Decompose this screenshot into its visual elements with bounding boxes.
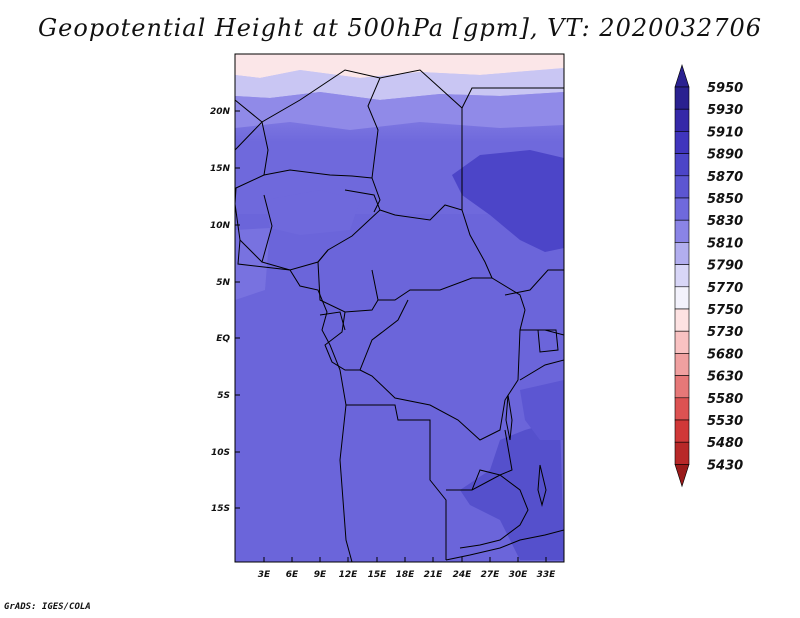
colorbar-level-label: 5680 [707,347,743,362]
colorbar-bottom-arrow [674,464,690,488]
lat-tick-label: EQ [216,334,230,344]
lake-malawi [537,464,547,507]
colorbar-level-label: 5790 [707,259,743,274]
lake-tanganyika [505,394,513,441]
colorbar-level-label: 5870 [707,170,743,185]
colorbar-swatch [674,397,690,421]
colorbar-level-label: 5430 [707,458,743,473]
colorbar-level-label: 5910 [707,125,743,140]
colorbar-level-label: 5890 [707,148,743,163]
colorbar-swatch [674,330,690,354]
lon-tick-label: 33E [537,570,557,580]
lat-axis: 20N 15N 10N 5N EQ 5S 10S 15S [210,107,240,514]
mali-niger-border [263,169,373,179]
colorbar: 5950 5930 5910 5890 5870 5850 5830 5810 5790 5770… [674,64,743,488]
colorbar-level-label: 5850 [707,192,743,207]
libya-egypt-border [379,69,463,210]
colorbar-swatch [674,219,690,243]
lat-tick-label: 10N [210,221,231,231]
car-border [371,269,526,311]
colorbar-level-label: 5750 [707,303,743,318]
colorbar-swatch [674,375,690,399]
colorbar-swatch [674,264,690,288]
lon-tick-label: 3E [258,570,271,580]
colorbar-swatch [674,419,690,443]
chart-title: Geopotential Height at 500hPa [gpm], VT:… [38,14,762,42]
tanzania-border [519,359,564,381]
niger-chad-border [371,177,381,213]
colorbar-level-label: 5480 [707,436,743,451]
chad-border [379,204,493,279]
colorbar-level-label: 5530 [707,414,743,429]
lat-tick-label: 5N [216,278,230,288]
gabon-eq [319,311,346,331]
lon-tick-label: 6E [286,570,299,580]
colorbar-swatch [674,175,690,199]
congo-border [324,299,409,371]
lon-tick-label: 18E [396,570,416,580]
credit-label: GrADS: IGES/COLA [4,602,91,612]
lat-tick-label: 10S [211,448,230,458]
colorbar-swatch [674,197,690,221]
lon-tick-label: 30E [509,570,529,580]
colorbar-swatch [674,286,690,310]
drc-border [359,309,526,441]
lake-victoria [537,329,559,353]
lat-tick-label: 15N [210,164,231,174]
lon-tick-label: 21E [424,570,444,580]
angola-border [346,404,447,560]
algeria-niger-border [235,69,381,179]
map-boundaries [235,69,564,562]
lon-axis: 3E 6E 9E 12E 15E 18E 21E 24E 27E 30E 33E [258,557,556,580]
lon-tick-label: 27E [481,570,501,580]
colorbar-level-label: 5580 [707,392,743,407]
lon-tick-label: 9E [314,570,327,580]
lon-tick-label: 24E [453,570,473,580]
zambia-border [446,474,529,549]
southern-border [445,529,564,561]
colorbar-level-label: 5770 [707,281,743,296]
east-africa-border [504,269,564,296]
colorbar-level-label: 5950 [707,81,743,96]
colorbar-level-label: 5810 [707,236,743,251]
lat-tick-label: 20N [210,107,231,117]
lat-tick-label: 5S [217,391,230,401]
colorbar-level-label: 5630 [707,370,743,385]
sudan-border [461,87,564,109]
colorbar-swatch [674,153,690,177]
colorbar-swatch [674,441,690,465]
colorbar-swatch [674,308,690,332]
colorbar-level-label: 5830 [707,214,743,229]
lon-tick-label: 15E [368,570,388,580]
cameroon-border [317,249,379,313]
colorbar-swatch [674,131,690,154]
map-shading [235,54,564,562]
colorbar-swatch [674,108,690,132]
colorbar-swatch [674,242,690,265]
map-frame [234,53,565,563]
colorbar-top-arrow [674,64,690,88]
lat-tick-label: 15S [211,504,230,514]
colorbar-swatch [674,353,690,376]
colorbar-level-label: 5930 [707,103,743,118]
ghana-togo [239,239,263,263]
colorbar-level-label: 5730 [707,325,743,340]
colorbar-swatch [674,86,690,110]
lon-tick-label: 12E [339,570,359,580]
